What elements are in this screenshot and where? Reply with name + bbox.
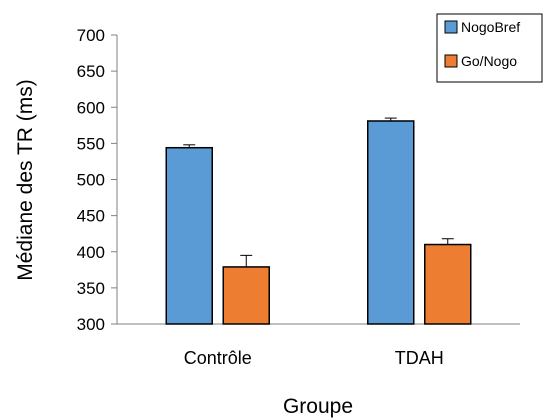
legend-swatch — [444, 20, 458, 34]
x-axis-title: Groupe — [283, 395, 353, 418]
y-tick-label: 700 — [77, 26, 105, 45]
y-tick-label: 400 — [77, 243, 105, 262]
y-tick-label: 500 — [77, 171, 105, 190]
category-labels: Contrôle TDAH — [184, 348, 444, 368]
legend: NogoBref Go/Nogo — [436, 13, 543, 83]
y-axis-ticks: 300 350 400 450 500 550 600 650 700 — [77, 26, 117, 334]
bars — [165, 117, 472, 325]
legend-box — [436, 13, 543, 83]
y-tick-label: 450 — [77, 207, 105, 226]
y-tick-label: 300 — [77, 315, 105, 334]
legend-swatch — [444, 54, 458, 68]
legend-label: NogoBref — [461, 19, 520, 35]
bar-go-nogo-1 — [424, 243, 472, 325]
y-tick-label: 550 — [77, 134, 105, 153]
y-axis-title: Médiane des TR (ms) — [14, 79, 37, 281]
legend-label: Go/Nogo — [461, 53, 517, 69]
category-label: Contrôle — [184, 348, 252, 368]
y-tick-label: 650 — [77, 62, 105, 81]
y-tick-label: 350 — [77, 279, 105, 298]
y-tick-label: 600 — [77, 98, 105, 117]
bar-go-nogo-0 — [222, 266, 270, 325]
bar-nogobref-1 — [367, 120, 415, 325]
category-label: TDAH — [395, 348, 444, 368]
bar-nogobref-0 — [165, 146, 213, 325]
